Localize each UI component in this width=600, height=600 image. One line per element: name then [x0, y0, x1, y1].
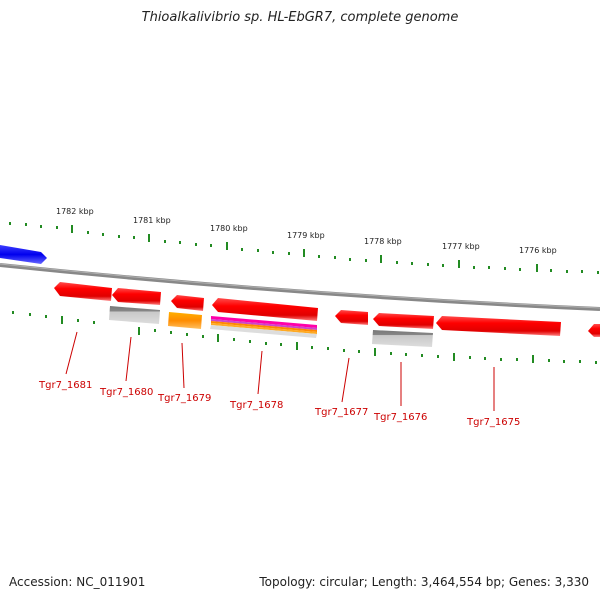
scale-label: 1778 kbp [364, 237, 402, 246]
gene-arrows [54, 282, 600, 337]
gene-labels: Tgr7_1681 Tgr7_1680 Tgr7_1679 Tgr7_1678 … [38, 380, 520, 428]
label-leaders [65, 331, 495, 411]
gene-label: Tgr7_1679 [157, 393, 211, 404]
gene-tgr7-1675 [436, 316, 561, 336]
gene-label: Tgr7_1680 [99, 387, 153, 398]
gene-partial-right [588, 324, 600, 337]
scale-labels: 1782 kbp 1781 kbp 1780 kbp 1779 kbp 1778… [56, 207, 557, 255]
gene-label: Tgr7_1677 [314, 407, 368, 418]
outer-scale-ticks [9, 222, 599, 274]
feature-grey-1676 [372, 330, 433, 347]
gene-tgr7-1677 [335, 310, 368, 325]
gene-label: Tgr7_1675 [466, 417, 520, 428]
feature-multicolor-1678 [210, 316, 317, 338]
feature-grey-1680 [109, 306, 160, 324]
scale-label: 1779 kbp [287, 231, 325, 240]
gene-tgr7-1679 [171, 295, 204, 311]
genome-backbone [0, 263, 600, 311]
gene-tgr7-1681 [54, 282, 112, 301]
scale-label: 1781 kbp [133, 216, 171, 225]
gene-label: Tgr7_1678 [229, 400, 283, 411]
scale-label: 1782 kbp [56, 207, 94, 216]
feature-blocks [109, 306, 433, 347]
footer-accession: Accession: NC_011901 [9, 575, 146, 589]
scale-label: 1777 kbp [442, 242, 480, 251]
page-title: Thioalkalivibrio sp. HL-EbGR7, complete … [141, 10, 459, 25]
gene-label: Tgr7_1681 [38, 380, 92, 391]
feature-orange-1679 [168, 312, 202, 329]
gene-tgr7-1678 [212, 298, 318, 321]
gene-forward-blue [0, 245, 47, 264]
gene-tgr7-1680 [112, 288, 161, 305]
inner-scale-ticks [12, 311, 597, 364]
footer-genome-info: Topology: circular; Length: 3,464,554 bp… [259, 575, 589, 589]
gene-tgr7-1676 [373, 313, 434, 329]
gene-label: Tgr7_1676 [373, 412, 427, 423]
scale-label: 1780 kbp [210, 224, 248, 233]
scale-label: 1776 kbp [519, 246, 557, 255]
